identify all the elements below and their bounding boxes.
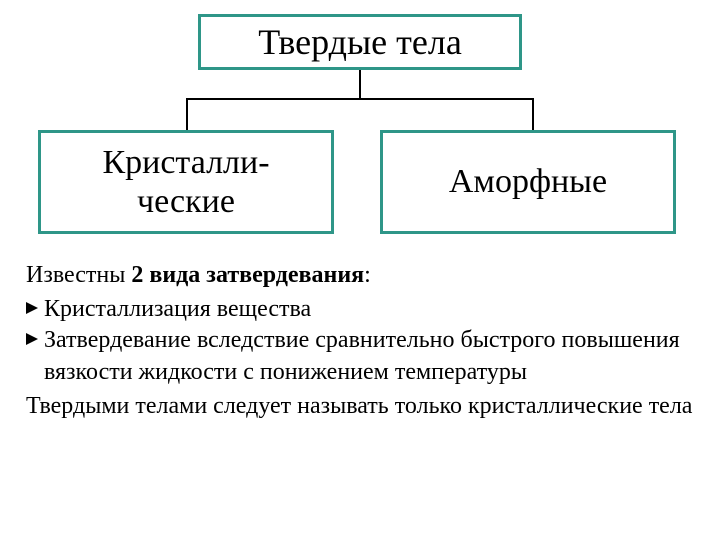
- intro-line: Известны 2 вида затвердевания:: [26, 260, 694, 292]
- conn-root-down: [359, 70, 361, 98]
- conn-right-down: [532, 98, 534, 131]
- intro-pre: Известны: [26, 262, 131, 288]
- bullet-2-text: Затвердевание вследствие сравнительно бы…: [44, 325, 694, 388]
- intro-post: :: [364, 262, 371, 288]
- node-left: Кристалли-ческие: [38, 130, 334, 234]
- bullet-2: Затвердевание вследствие сравнительно бы…: [26, 325, 694, 388]
- node-right: Аморфные: [380, 130, 676, 234]
- bullet-icon: [26, 294, 44, 314]
- node-root: Твердые тела: [198, 14, 522, 70]
- closing-line: Твердыми телами следует называть только …: [26, 391, 694, 423]
- body-text: Известны 2 вида затвердевания: Кристалли…: [26, 260, 694, 424]
- node-left-label: Кристалли-ческие: [102, 143, 269, 221]
- bullet-1: Кристаллизация вещества: [26, 294, 694, 326]
- intro-bold: 2 вида затвердевания: [131, 262, 364, 288]
- bullet-1-text: Кристаллизация вещества: [44, 294, 311, 326]
- node-root-label: Твердые тела: [258, 21, 462, 63]
- node-right-label: Аморфные: [449, 163, 607, 201]
- conn-hbar: [186, 98, 534, 100]
- conn-left-down: [186, 98, 188, 131]
- bullet-icon: [26, 325, 44, 345]
